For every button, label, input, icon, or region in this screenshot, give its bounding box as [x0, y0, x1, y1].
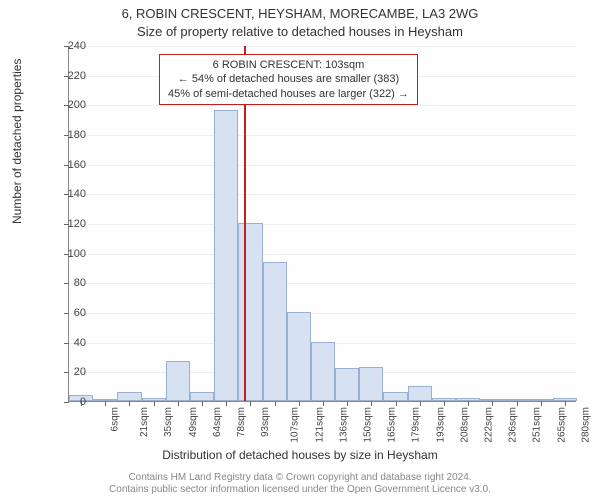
y-tick-label: 240 — [46, 40, 86, 52]
x-tick-mark — [250, 401, 251, 406]
histogram-bar — [166, 361, 190, 401]
x-axis-label: Distribution of detached houses by size … — [0, 448, 600, 462]
x-tick-label: 21sqm — [139, 407, 150, 437]
x-tick-label: 222sqm — [484, 407, 495, 443]
chart-title-main: 6, ROBIN CRESCENT, HEYSHAM, MORECAMBE, L… — [0, 6, 600, 21]
x-tick-mark — [541, 401, 542, 406]
annotation-line: 6 ROBIN CRESCENT: 103sqm — [168, 58, 409, 72]
x-tick-mark — [129, 401, 130, 406]
x-tick-label: 93sqm — [260, 407, 271, 437]
x-tick-mark — [226, 401, 227, 406]
x-tick-mark — [202, 401, 203, 406]
plot-region: 6sqm21sqm35sqm49sqm64sqm78sqm93sqm107sqm… — [68, 46, 576, 402]
histogram-bar — [408, 386, 432, 401]
chart-title-sub: Size of property relative to detached ho… — [0, 24, 600, 39]
x-tick-label: 78sqm — [236, 407, 247, 437]
y-tick-label: 160 — [46, 159, 86, 171]
x-tick-mark — [371, 401, 372, 406]
x-tick-label: 35sqm — [163, 407, 174, 437]
gridline — [69, 254, 576, 255]
x-tick-label: 179sqm — [411, 407, 422, 443]
y-tick-label: 140 — [46, 188, 86, 200]
x-tick-mark — [178, 401, 179, 406]
x-tick-label: 208sqm — [459, 407, 470, 443]
gridline — [69, 313, 576, 314]
histogram-bar — [263, 262, 287, 401]
gridline — [69, 283, 576, 284]
x-tick-label: 236sqm — [508, 407, 519, 443]
gridline — [69, 135, 576, 136]
histogram-bar — [383, 392, 407, 401]
x-tick-mark — [347, 401, 348, 406]
gridline — [69, 46, 576, 47]
x-tick-label: 251sqm — [532, 407, 543, 443]
y-tick-label: 120 — [46, 218, 86, 230]
gridline — [69, 194, 576, 195]
x-tick-label: 265sqm — [556, 407, 567, 443]
y-tick-label: 0 — [46, 396, 86, 408]
y-tick-label: 80 — [46, 277, 86, 289]
x-tick-mark — [565, 401, 566, 406]
x-tick-mark — [396, 401, 397, 406]
gridline — [69, 224, 576, 225]
x-tick-mark — [323, 401, 324, 406]
footer-line-1: Contains HM Land Registry data © Crown c… — [0, 472, 600, 484]
y-tick-label: 60 — [46, 307, 86, 319]
gridline — [69, 105, 576, 106]
x-tick-mark — [444, 401, 445, 406]
histogram-bar — [311, 342, 335, 401]
y-tick-label: 20 — [46, 366, 86, 378]
x-tick-label: 121sqm — [314, 407, 325, 443]
y-axis-label: Number of detached properties — [10, 59, 24, 224]
histogram-bar — [287, 312, 311, 401]
annotation-line: 45% of semi-detached houses are larger (… — [168, 87, 409, 101]
y-tick-label: 100 — [46, 248, 86, 260]
x-tick-label: 49sqm — [188, 407, 199, 437]
x-tick-label: 64sqm — [212, 407, 223, 437]
histogram-bar — [238, 223, 262, 401]
footer-line-2: Contains public sector information licen… — [0, 484, 600, 496]
x-tick-mark — [299, 401, 300, 406]
y-tick-label: 180 — [46, 129, 86, 141]
chart-area: 6sqm21sqm35sqm49sqm64sqm78sqm93sqm107sqm… — [68, 46, 576, 402]
x-tick-label: 107sqm — [290, 407, 301, 443]
histogram-bar — [335, 368, 359, 401]
histogram-bar — [190, 392, 214, 401]
x-tick-label: 6sqm — [110, 407, 121, 431]
chart-container: 6, ROBIN CRESCENT, HEYSHAM, MORECAMBE, L… — [0, 0, 600, 500]
x-tick-mark — [105, 401, 106, 406]
histogram-bar — [359, 367, 383, 401]
x-tick-label: 280sqm — [580, 407, 591, 443]
annotation-line: ← 54% of detached houses are smaller (38… — [168, 72, 409, 86]
gridline — [69, 165, 576, 166]
x-tick-label: 136sqm — [338, 407, 349, 443]
histogram-bar — [214, 110, 238, 401]
y-tick-label: 220 — [46, 70, 86, 82]
x-tick-mark — [154, 401, 155, 406]
x-tick-mark — [517, 401, 518, 406]
x-tick-label: 150sqm — [363, 407, 374, 443]
x-tick-label: 193sqm — [435, 407, 446, 443]
footer-attribution: Contains HM Land Registry data © Crown c… — [0, 472, 600, 496]
x-tick-mark — [420, 401, 421, 406]
x-tick-mark — [492, 401, 493, 406]
y-tick-label: 40 — [46, 337, 86, 349]
x-tick-label: 165sqm — [387, 407, 398, 443]
x-tick-mark — [275, 401, 276, 406]
y-tick-label: 200 — [46, 99, 86, 111]
annotation-box: 6 ROBIN CRESCENT: 103sqm← 54% of detache… — [159, 54, 418, 105]
histogram-bar — [117, 392, 141, 401]
x-tick-mark — [468, 401, 469, 406]
